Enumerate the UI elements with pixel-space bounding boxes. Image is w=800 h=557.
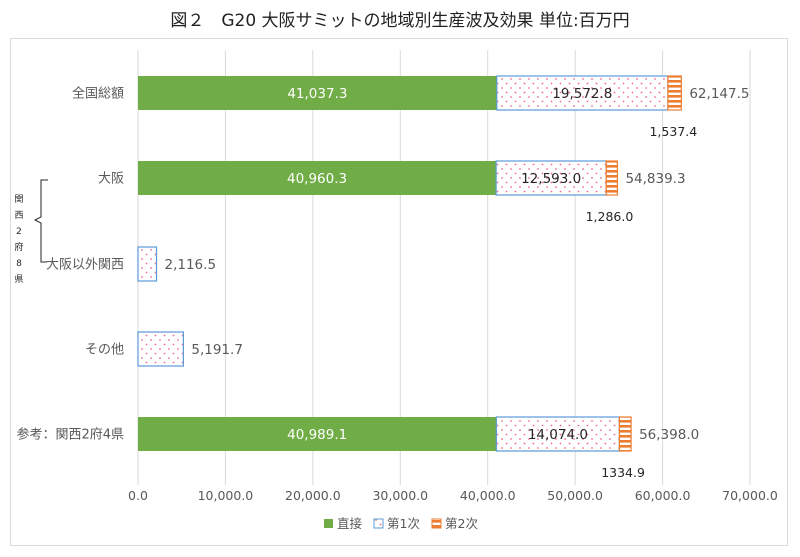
x-tick-label: 70,000.0 xyxy=(722,488,778,503)
bracket-line xyxy=(33,179,48,263)
data-label-direct: 41,037.3 xyxy=(287,86,347,102)
category-label: 参考：関西2府4県 xyxy=(16,427,124,443)
bar-直接 xyxy=(138,417,497,451)
bar-直接 xyxy=(138,161,497,195)
category-label: その他 xyxy=(85,343,124,358)
bars xyxy=(137,75,682,452)
bracket-label-char: 2 xyxy=(16,227,22,237)
bar-直接 xyxy=(138,76,497,110)
total-label: 56,398.0 xyxy=(639,427,699,443)
legend-label: 第2次 xyxy=(445,516,478,531)
legend: 直接 第1次 第2次 xyxy=(324,516,478,531)
bar-第2次 xyxy=(605,160,619,196)
data-label-direct: 40,989.1 xyxy=(287,427,347,443)
data-label-second: 1,537.4 xyxy=(649,124,697,139)
total-label: 2,116.5 xyxy=(165,257,217,273)
total-label: 62,147.5 xyxy=(689,86,749,102)
chart-title: 図２ G20 大阪サミットの地域別生産波及効果 単位:百万円 xyxy=(170,11,630,31)
bar-第1次 xyxy=(137,331,184,367)
legend-swatch xyxy=(431,518,442,529)
x-tick-label: 60,000.0 xyxy=(635,488,691,503)
data-label-first: 12,593.0 xyxy=(521,171,581,187)
x-tick-label: 0.0 xyxy=(128,488,148,503)
bar-第2次 xyxy=(618,416,632,452)
chart-frame xyxy=(10,38,788,546)
gridlines xyxy=(137,50,751,485)
bracket-label-char: 県 xyxy=(14,274,23,285)
bracket-label-char: 関 xyxy=(14,194,23,205)
legend-swatch xyxy=(324,519,333,528)
x-tick-label: 10,000.0 xyxy=(198,488,254,503)
bracket-label-char: 8 xyxy=(16,259,22,269)
bar-第1次 xyxy=(137,246,158,282)
data-label-first: 14,074.0 xyxy=(528,427,588,443)
data-label-second: 1,286.0 xyxy=(586,209,634,224)
category-label: 大阪以外関西 xyxy=(46,258,124,273)
total-label: 5,191.7 xyxy=(191,342,243,358)
legend-label: 第1次 xyxy=(387,516,420,531)
data-labels: 41,037.3 19,572.8 1,537.4 62,147.5 40,960.3 1… xyxy=(165,86,750,480)
x-tick-label: 20,000.0 xyxy=(285,488,341,503)
bar-第2次 xyxy=(667,75,682,111)
legend-swatch xyxy=(373,518,384,529)
total-label: 54,839.3 xyxy=(625,171,685,187)
x-tick-label: 30,000.0 xyxy=(372,488,428,503)
bracket-label-char: 西 xyxy=(14,210,23,221)
bracket-annotation: 関西 2 府 8 県 xyxy=(14,179,48,285)
x-tick-label: 50,000.0 xyxy=(547,488,603,503)
x-tick-labels: 0.0 10,000.0 20,000.0 30,000.0 40,000.0 50,00… xyxy=(128,488,778,503)
category-label: 全国総額 xyxy=(72,86,124,102)
x-tick-label: 40,000.0 xyxy=(460,488,516,503)
data-label-direct: 40,960.3 xyxy=(287,171,347,187)
bar-第1次 xyxy=(495,416,621,452)
category-label: 大阪 xyxy=(98,172,124,187)
legend-label: 直接 xyxy=(337,516,363,531)
bracket-label-char: 府 xyxy=(14,241,23,253)
data-label-second: 1334.9 xyxy=(601,465,645,480)
data-label-first: 19,572.8 xyxy=(552,86,612,102)
